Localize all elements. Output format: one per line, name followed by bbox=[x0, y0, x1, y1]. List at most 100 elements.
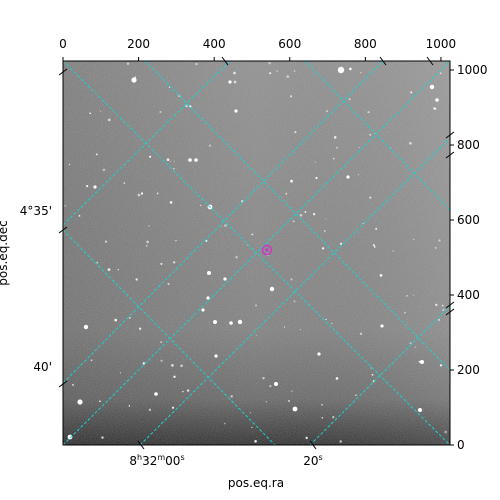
star bbox=[372, 244, 375, 247]
star bbox=[418, 360, 421, 363]
star bbox=[442, 308, 445, 311]
star bbox=[205, 239, 208, 243]
right-tick-label: 200 bbox=[457, 363, 480, 377]
star bbox=[160, 359, 163, 362]
star bbox=[159, 110, 162, 114]
plot-frame bbox=[62, 60, 451, 446]
star bbox=[335, 377, 339, 380]
ra-tick-label-1: 20s bbox=[303, 453, 322, 468]
star bbox=[156, 192, 159, 195]
right-tick-label: 400 bbox=[457, 288, 480, 302]
star bbox=[409, 141, 412, 145]
right-tick-label: 1000 bbox=[457, 63, 488, 77]
star bbox=[199, 204, 202, 207]
star bbox=[249, 412, 251, 414]
star bbox=[107, 268, 111, 271]
star bbox=[138, 327, 142, 330]
star bbox=[444, 430, 448, 434]
star bbox=[234, 109, 238, 113]
star bbox=[324, 230, 326, 232]
y-axis-label: pos.eq.dec bbox=[0, 220, 10, 285]
star bbox=[173, 160, 175, 162]
star bbox=[214, 354, 218, 358]
star bbox=[314, 161, 316, 163]
star bbox=[228, 80, 232, 84]
star bbox=[325, 110, 329, 113]
star bbox=[140, 192, 144, 195]
star bbox=[135, 278, 138, 281]
star bbox=[406, 295, 408, 297]
right-tick-label: 800 bbox=[457, 138, 480, 152]
star bbox=[123, 182, 126, 184]
wcs-tick bbox=[445, 308, 455, 316]
star bbox=[255, 334, 257, 336]
star bbox=[274, 382, 278, 386]
star bbox=[148, 225, 150, 227]
star bbox=[137, 193, 141, 197]
star bbox=[128, 316, 131, 319]
star bbox=[413, 238, 415, 240]
star bbox=[83, 324, 89, 330]
star bbox=[289, 95, 293, 98]
star bbox=[322, 247, 325, 250]
star bbox=[235, 256, 238, 259]
star bbox=[67, 434, 73, 440]
grid-line bbox=[63, 61, 384, 384]
wcs-tick bbox=[445, 131, 455, 139]
star bbox=[362, 222, 364, 225]
grid-line bbox=[144, 61, 450, 371]
star bbox=[332, 416, 335, 419]
star bbox=[312, 212, 316, 216]
star bbox=[321, 404, 323, 406]
star bbox=[276, 70, 278, 72]
star bbox=[251, 233, 254, 236]
star bbox=[182, 390, 184, 393]
star bbox=[223, 422, 226, 425]
star bbox=[392, 250, 394, 252]
star bbox=[254, 439, 257, 443]
star bbox=[429, 84, 435, 90]
star bbox=[438, 239, 441, 242]
star bbox=[404, 311, 406, 314]
star bbox=[375, 227, 378, 230]
star bbox=[78, 215, 81, 217]
star bbox=[189, 105, 192, 108]
star bbox=[68, 163, 71, 166]
star bbox=[418, 408, 422, 412]
star bbox=[369, 133, 372, 136]
star bbox=[414, 346, 416, 348]
star bbox=[420, 360, 424, 364]
star bbox=[283, 326, 286, 328]
wcs-tick bbox=[221, 56, 229, 66]
star bbox=[288, 400, 290, 402]
coordinate-grid bbox=[63, 61, 450, 445]
star bbox=[171, 364, 174, 367]
star bbox=[254, 304, 258, 307]
star bbox=[169, 201, 173, 204]
star bbox=[117, 268, 120, 271]
star bbox=[160, 262, 163, 265]
star bbox=[99, 110, 102, 112]
star bbox=[379, 274, 383, 277]
star bbox=[262, 376, 265, 380]
star bbox=[346, 175, 350, 179]
star bbox=[291, 390, 293, 392]
star bbox=[101, 436, 104, 439]
star bbox=[77, 399, 83, 405]
star bbox=[233, 80, 237, 84]
star bbox=[269, 72, 272, 75]
target-marker bbox=[261, 244, 273, 256]
star bbox=[146, 245, 148, 247]
star bbox=[160, 341, 162, 343]
right-tick-label: 0 bbox=[457, 438, 465, 452]
star bbox=[251, 426, 253, 429]
star bbox=[142, 362, 146, 365]
star bbox=[213, 320, 217, 324]
top-tick-label: 1000 bbox=[426, 37, 457, 51]
star bbox=[293, 300, 296, 303]
star bbox=[413, 294, 415, 296]
ra-tick-label-0: 8h32m00s bbox=[129, 453, 184, 468]
grid-line bbox=[63, 61, 450, 445]
star bbox=[292, 220, 295, 223]
star bbox=[114, 318, 118, 322]
